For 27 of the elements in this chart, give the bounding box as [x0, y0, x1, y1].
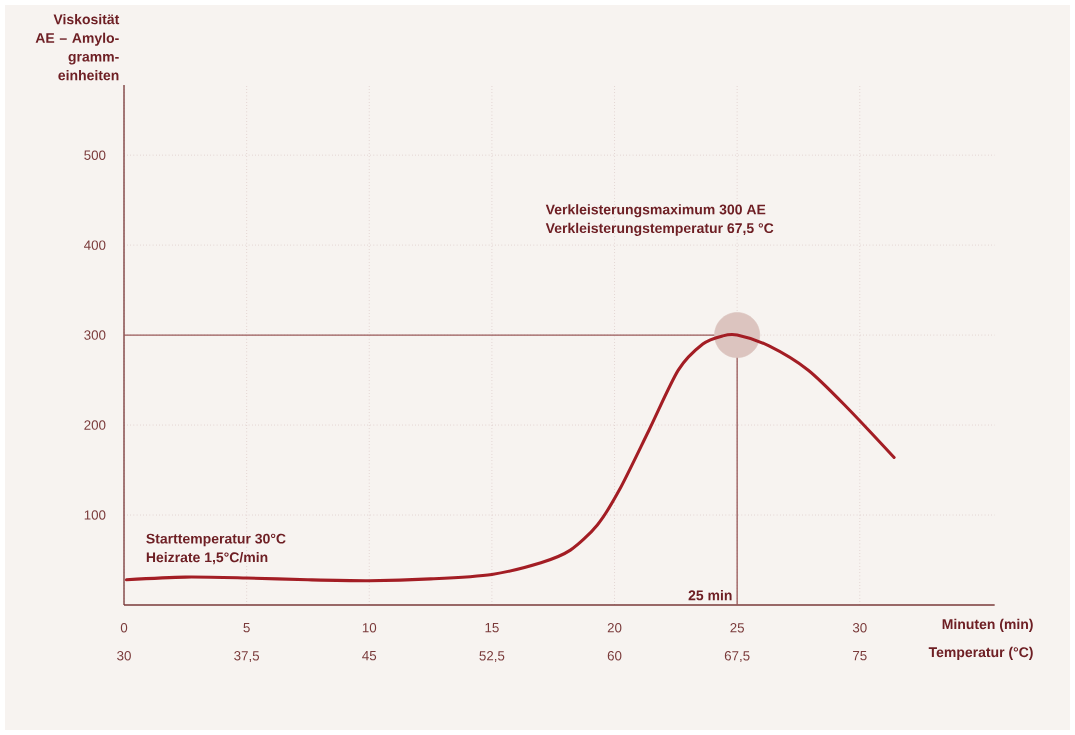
- x-tick-label: 25: [730, 623, 744, 633]
- x2-tick-label: 60: [607, 651, 622, 661]
- y-axis-title: Viskosität AE – Amylo-gramm-einheiten: [35, 14, 120, 81]
- x2-tick-label: 37,5: [234, 651, 260, 663]
- annotation: 25 min: [688, 590, 732, 601]
- x-tick-label: 15: [485, 623, 499, 633]
- x2-tick-label: 75: [853, 651, 867, 661]
- y-tick-label: 200: [84, 420, 106, 430]
- x2-axis-title: Temperatur (°C): [928, 646, 1033, 660]
- x-axis-title: Minuten (min): [942, 618, 1033, 632]
- x2-tick-label: 45: [362, 651, 377, 661]
- x-tick-label: 10: [362, 623, 377, 633]
- x-tick-label: 0: [120, 623, 128, 633]
- x2-tick-label: 30: [117, 651, 131, 661]
- annotation: Heizrate 1,5°C/min: [146, 551, 268, 565]
- y-tick-label: 500: [84, 150, 106, 160]
- x2-tick-label: 67,5: [724, 651, 750, 663]
- x2-tick-label: 52,5: [479, 651, 505, 663]
- annotation: Starttemperatur 30°C: [146, 533, 286, 547]
- annotation: Verkleisterungstemperatur 67,5 °C: [545, 222, 774, 236]
- y-tick-label: 100: [84, 510, 106, 520]
- y-tick-label: 300: [84, 330, 106, 340]
- x-tick-label: 30: [852, 623, 867, 633]
- x-tick-label: 5: [243, 623, 250, 633]
- y-tick-label: 400: [84, 240, 106, 250]
- x-tick-label: 20: [607, 623, 622, 633]
- annotation: Verkleisterungsmaximum 300 AE: [545, 204, 766, 218]
